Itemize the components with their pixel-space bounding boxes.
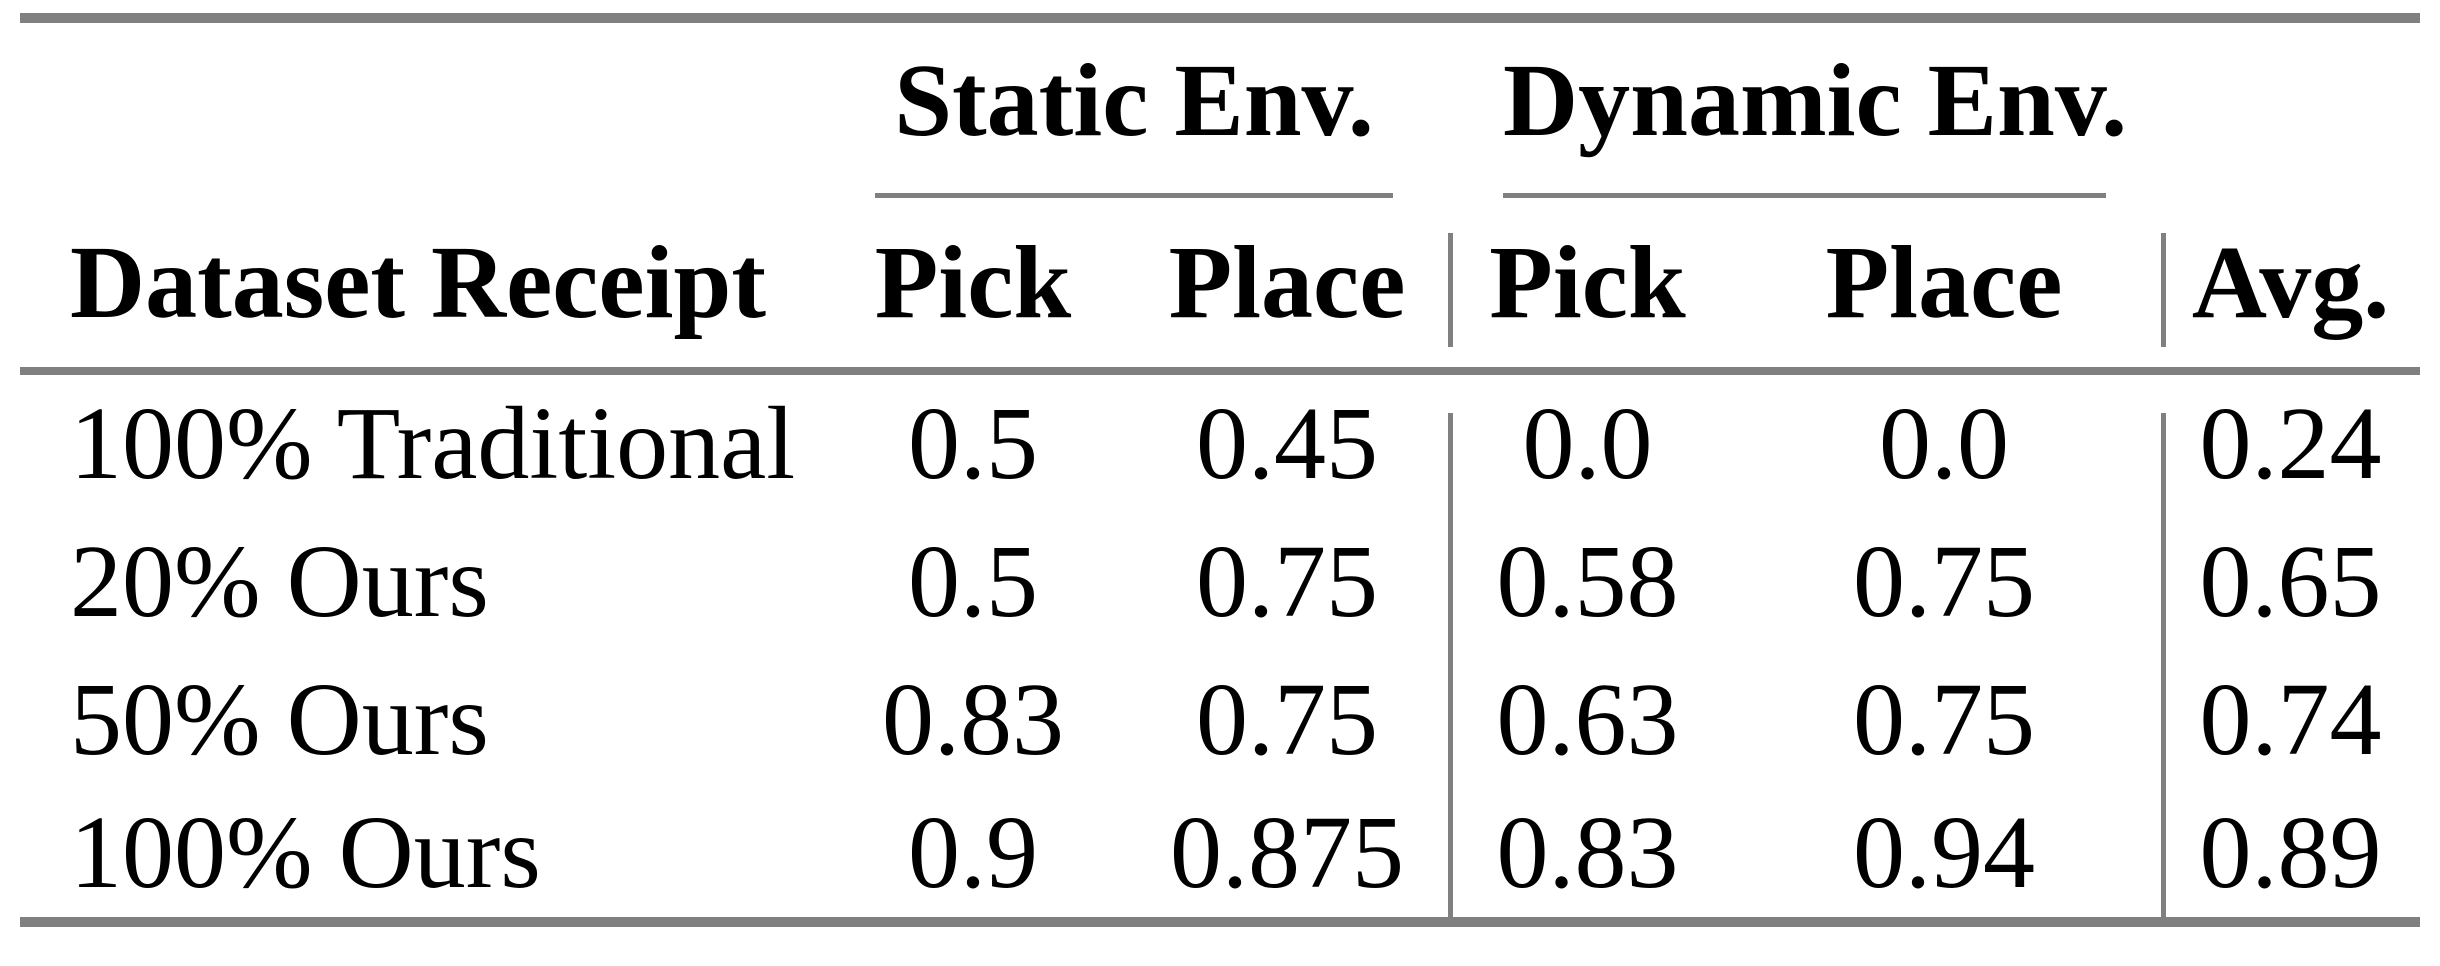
cell-dynamic-place: 0.75 bbox=[1853, 524, 2036, 639]
cell-static-pick: 0.83 bbox=[882, 662, 1064, 777]
column-group-static: Static Env. bbox=[820, 13, 1449, 198]
cell-static-place: 0.45 bbox=[1196, 386, 1378, 501]
table-row: 100% Ours 0.9 0.875 0.83 0.94 0.89 bbox=[20, 789, 2421, 927]
cell-avg: 0.74 bbox=[2161, 651, 2421, 789]
column-header-avg: Avg. bbox=[2161, 198, 2421, 375]
cell-avg: 0.89 bbox=[2161, 789, 2421, 927]
row-label: 100% Ours bbox=[20, 789, 820, 927]
column-group-dynamic: Dynamic Env. bbox=[1448, 13, 2162, 198]
results-table: Static Env. Dynamic Env. Dataset Receipt… bbox=[20, 13, 2421, 927]
column-header-row: Dataset Receipt Pick Place Pick Place Av… bbox=[20, 198, 2421, 375]
cell-dynamic-place: 0.94 bbox=[1727, 789, 2162, 927]
column-header-dataset: Dataset Receipt bbox=[20, 198, 820, 375]
cell-avg: 0.24 bbox=[2161, 375, 2421, 513]
table-row: 20% Ours 0.5 0.75 0.58 0.75 0.65 bbox=[20, 513, 2421, 651]
group-header-empty-avg bbox=[2161, 13, 2421, 198]
cell-static-place: 0.75 bbox=[1196, 524, 1378, 639]
column-header-dynamic-place: Place bbox=[1727, 198, 2162, 375]
cell-static-pick: 0.5 bbox=[908, 386, 1038, 501]
cell-dynamic-place: 0.0 bbox=[1879, 386, 2010, 501]
cell-dynamic-pick: 0.63 bbox=[1448, 651, 1728, 789]
cell-static-pick: 0.9 bbox=[820, 789, 1126, 927]
column-header-static-place: Place bbox=[1126, 198, 1449, 375]
cell-static-pick: 0.5 bbox=[908, 524, 1038, 639]
row-label: 50% Ours bbox=[70, 662, 489, 777]
column-header-static-pick: Pick bbox=[820, 198, 1126, 375]
cell-dynamic-pick: 0.58 bbox=[1448, 513, 1728, 651]
cell-avg: 0.65 bbox=[2161, 513, 2421, 651]
table-row: 100% Traditional 0.5 0.45 0.0 0.0 0.24 bbox=[20, 375, 2421, 513]
cell-static-place: 0.875 bbox=[1126, 789, 1449, 927]
cell-dynamic-pick: 0.0 bbox=[1448, 375, 1728, 513]
column-group-dynamic-label: Dynamic Env. bbox=[1503, 49, 2127, 198]
row-label: 20% Ours bbox=[70, 524, 489, 639]
cell-dynamic-pick: 0.83 bbox=[1448, 789, 1728, 927]
cell-dynamic-place: 0.75 bbox=[1853, 662, 2036, 777]
column-group-static-label: Static Env. bbox=[875, 49, 1394, 198]
column-header-dynamic-pick: Pick bbox=[1448, 198, 1728, 375]
row-label: 100% Traditional bbox=[70, 386, 796, 501]
cell-static-place: 0.75 bbox=[1196, 662, 1378, 777]
group-header-row: Static Env. Dynamic Env. bbox=[20, 13, 2421, 198]
group-header-empty-corner bbox=[20, 13, 820, 198]
table-row: 50% Ours 0.83 0.75 0.63 0.75 0.74 bbox=[20, 651, 2421, 789]
